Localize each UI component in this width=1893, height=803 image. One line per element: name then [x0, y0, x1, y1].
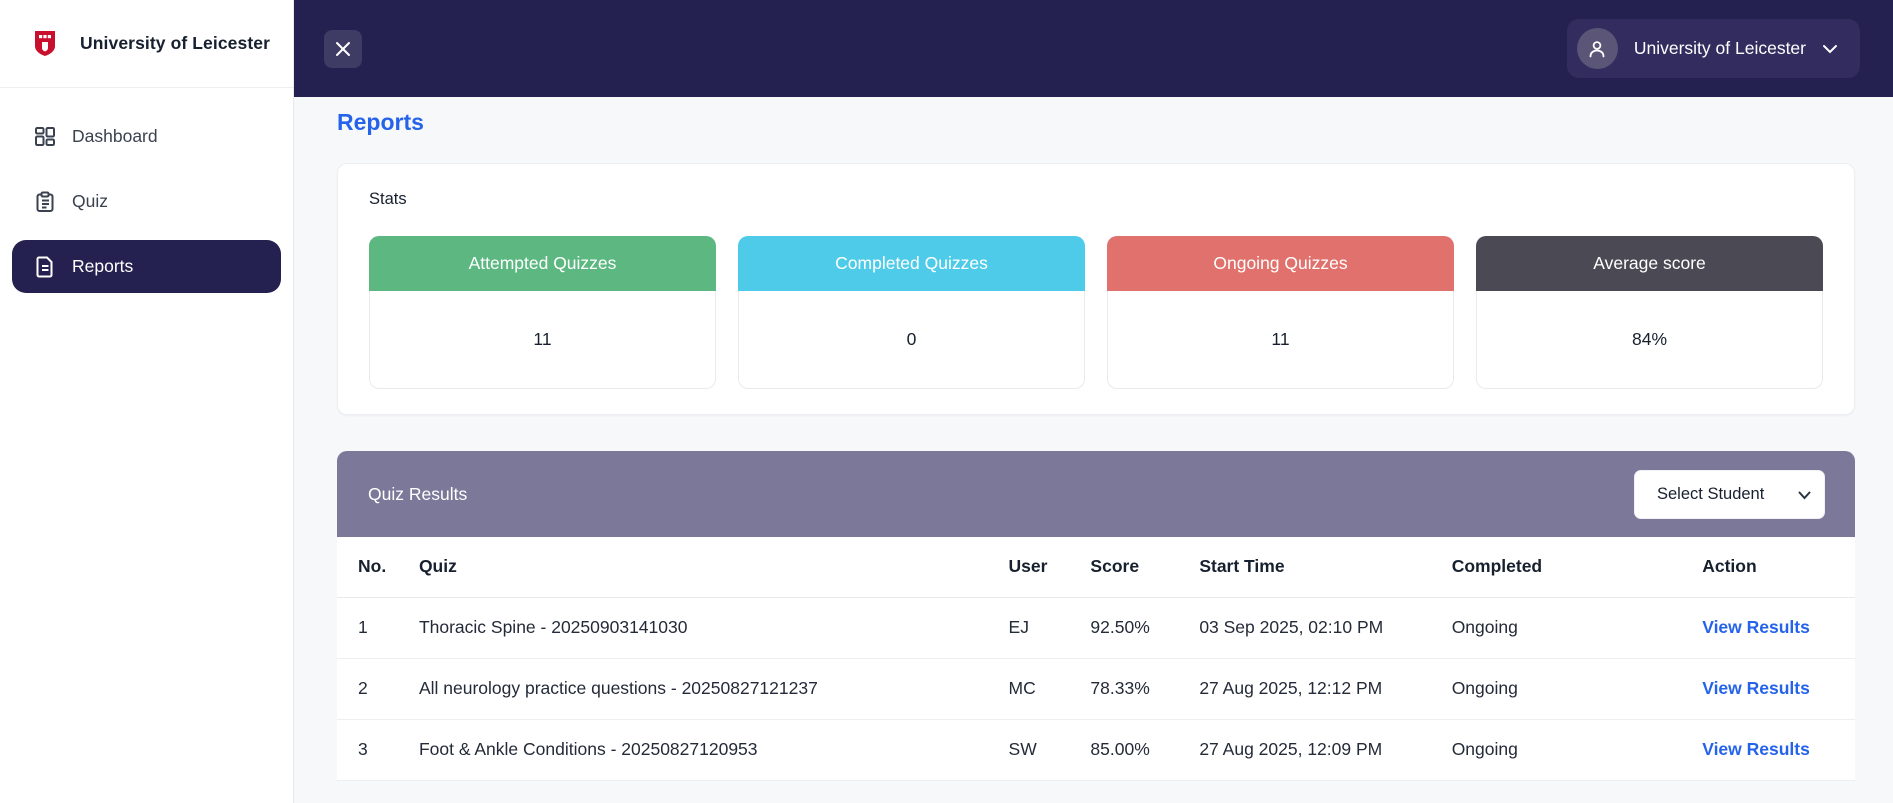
topbar: University of Leicester: [294, 0, 1893, 97]
table-row: 3 Foot & Ankle Conditions - 202508271209…: [337, 719, 1855, 781]
page-title: Reports: [337, 109, 424, 135]
stat-value: 0: [738, 291, 1085, 389]
cell-start-time: 27 Aug 2025, 12:09 PM: [1191, 719, 1444, 781]
main-area: University of Leicester Reports Stats At…: [294, 0, 1893, 803]
stats-card: Stats Attempted Quizzes 11 Completed Qui…: [337, 163, 1855, 415]
cell-quiz: Foot & Ankle Conditions - 20250827120953: [410, 719, 1001, 781]
chevron-down-icon: [1822, 44, 1838, 54]
table-row: 2 All neurology practice questions - 202…: [337, 658, 1855, 720]
sidebar: University of Leicester Dashboard: [0, 0, 294, 803]
reports-document-icon: [34, 256, 56, 278]
cell-no: 2: [337, 658, 411, 720]
table-row: 1 Thoracic Spine - 20250903141030 EJ 92.…: [337, 597, 1855, 659]
quiz-results-table: No. Quiz User Score Start Time Completed…: [337, 537, 1855, 781]
stat-header: Ongoing Quizzes: [1107, 236, 1454, 291]
quiz-results-header-bar: Quiz Results Select Student: [337, 451, 1855, 537]
col-user: User: [1000, 537, 1083, 598]
stat-completed-quizzes: Completed Quizzes 0: [738, 236, 1085, 389]
cell-user: EJ: [1000, 597, 1083, 659]
cell-completed: Ongoing: [1443, 719, 1695, 781]
stats-title: Stats: [369, 190, 407, 208]
cell-score: 78.33%: [1082, 658, 1192, 720]
stat-header: Attempted Quizzes: [369, 236, 716, 291]
sidebar-item-label: Reports: [72, 256, 134, 276]
quiz-results-title: Quiz Results: [368, 483, 468, 504]
stat-value: 11: [1107, 291, 1454, 389]
cell-no: 3: [337, 719, 411, 781]
stat-average-score: Average score 84%: [1476, 236, 1823, 389]
sidebar-item-reports[interactable]: Reports: [12, 240, 281, 293]
stat-header: Completed Quizzes: [738, 236, 1085, 291]
col-start-time: Start Time: [1191, 537, 1444, 598]
student-select-wrap: Select Student: [1634, 469, 1825, 519]
sidebar-item-label: Dashboard: [72, 126, 158, 146]
col-score: Score: [1082, 537, 1192, 598]
close-icon: [333, 39, 353, 59]
stat-ongoing-quizzes: Ongoing Quizzes 11: [1107, 236, 1454, 389]
stat-value: 11: [369, 291, 716, 389]
cell-score: 85.00%: [1082, 719, 1192, 781]
university-shield-icon: [34, 30, 56, 57]
user-name: University of Leicester: [1633, 38, 1806, 58]
stat-value: 84%: [1476, 291, 1823, 389]
col-quiz: Quiz: [410, 537, 1001, 598]
quiz-clipboard-icon: [34, 191, 56, 213]
avatar: [1576, 28, 1618, 69]
view-results-link[interactable]: View Results: [1702, 678, 1810, 698]
cell-user: MC: [1000, 658, 1083, 720]
cell-completed: Ongoing: [1443, 658, 1695, 720]
stat-header: Average score: [1476, 236, 1823, 291]
view-results-link[interactable]: View Results: [1702, 617, 1810, 637]
table-header-row: No. Quiz User Score Start Time Completed…: [337, 537, 1855, 598]
cell-quiz: Thoracic Spine - 20250903141030: [410, 597, 1001, 659]
user-menu[interactable]: University of Leicester: [1566, 19, 1860, 78]
view-results-link[interactable]: View Results: [1702, 739, 1810, 759]
quiz-results-section: Quiz Results Select Student: [337, 451, 1855, 781]
cell-score: 92.50%: [1082, 597, 1192, 659]
sidebar-item-label: Quiz: [72, 191, 108, 211]
sidebar-item-quiz[interactable]: Quiz: [12, 175, 281, 228]
cell-start-time: 03 Sep 2025, 02:10 PM: [1191, 597, 1444, 659]
sidebar-nav: Dashboard Quiz: [0, 88, 293, 293]
col-no: No.: [337, 537, 411, 598]
cell-quiz: All neurology practice questions - 20250…: [410, 658, 1001, 720]
brand-title: University of Leicester: [80, 33, 271, 53]
cell-no: 1: [337, 597, 411, 659]
dashboard-grid-icon: [34, 126, 56, 148]
content: Reports Stats Attempted Quizzes 11 Compl…: [294, 97, 1893, 803]
col-action: Action: [1694, 537, 1855, 598]
sidebar-item-dashboard[interactable]: Dashboard: [12, 110, 281, 163]
student-select[interactable]: Select Student: [1634, 469, 1825, 519]
brand: University of Leicester: [0, 0, 293, 88]
cell-completed: Ongoing: [1443, 597, 1695, 659]
col-completed: Completed: [1443, 537, 1695, 598]
close-sidebar-button[interactable]: [324, 29, 362, 68]
stat-attempted-quizzes: Attempted Quizzes 11: [369, 236, 716, 389]
stat-row: Attempted Quizzes 11 Completed Quizzes 0…: [369, 236, 1823, 389]
cell-user: SW: [1000, 719, 1083, 781]
cell-start-time: 27 Aug 2025, 12:12 PM: [1191, 658, 1444, 720]
